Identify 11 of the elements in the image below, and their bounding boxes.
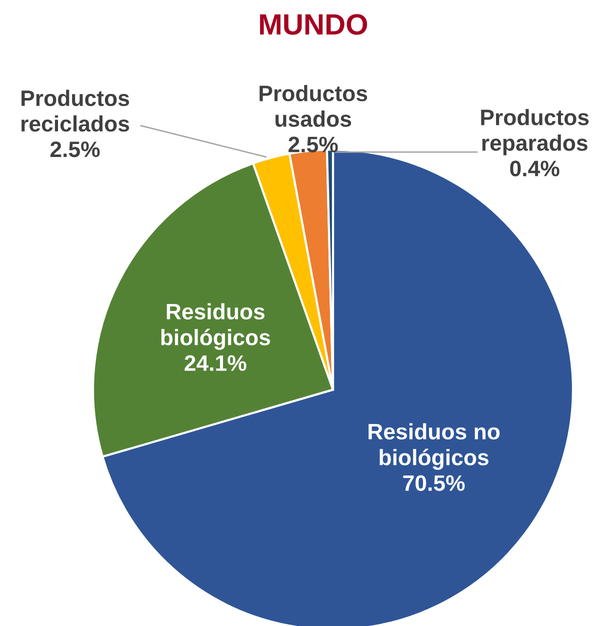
slice-label: Productos reciclados: [22, 90, 130, 132]
data-label: 70.5%: [403, 475, 465, 491]
chart-title: MUNDO: [260, 14, 368, 35]
data-label: 0.4%: [510, 160, 560, 176]
data-label: 2.5%: [288, 136, 338, 152]
slice-label: Productos usados: [260, 84, 368, 127]
data-label: 24.1%: [184, 355, 246, 371]
slice-label: Productos reparados: [481, 108, 589, 156]
slice-label: Residuos no biológicos: [368, 423, 500, 470]
slice-label: Residuos biológicos: [161, 303, 270, 350]
data-label: 2.5%: [50, 141, 100, 158]
